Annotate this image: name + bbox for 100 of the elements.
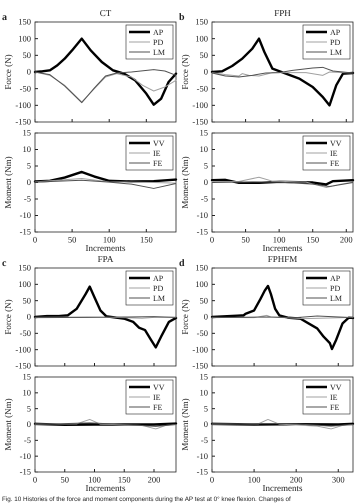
legend-label: VV	[330, 139, 342, 148]
chart-title: CT	[100, 8, 112, 18]
y-tick-label: 0	[26, 177, 31, 188]
y-tick-label: 0	[204, 419, 208, 430]
y-axis-title: Moment (Nm)	[3, 156, 13, 209]
y-tick-label: -50	[196, 328, 208, 338]
y-tick-label: -10	[20, 210, 31, 220]
y-tick-label: 100	[195, 33, 208, 44]
x-tick-label: 100	[88, 474, 101, 485]
legend-label: LM	[153, 48, 165, 57]
y-tick-label: -15	[196, 466, 208, 477]
y-tick-label: -100	[192, 344, 208, 354]
legend-label: FE	[330, 159, 340, 168]
y-tick-label: 100	[18, 33, 31, 44]
x-axis-title: Increments	[262, 483, 303, 493]
line-series	[210, 37, 354, 107]
legend-label: FE	[330, 403, 340, 412]
legend-label: PD	[330, 284, 340, 293]
y-tick-label: -10	[196, 450, 208, 461]
legend-label: PD	[330, 38, 340, 47]
y-tick-label: -150	[15, 116, 31, 127]
legend-label: IE	[330, 149, 338, 158]
y-tick-label: -5	[24, 194, 31, 204]
x-tick-label: 100	[102, 234, 116, 245]
y-tick-label: 10	[200, 144, 208, 154]
text: b	[179, 12, 185, 23]
y-axis-title: Moment (Nm)	[180, 156, 190, 209]
text: a	[2, 12, 7, 23]
y-axis-title: Moment (Nm)	[3, 398, 13, 451]
legend-label: LM	[153, 294, 165, 303]
legend-label: IE	[153, 149, 161, 158]
y-tick-label: -50	[196, 83, 208, 94]
y-tick-label: -15	[20, 226, 31, 237]
legend-label: FE	[153, 403, 162, 412]
y-tick-label: 5	[204, 160, 208, 171]
y-tick-label: -100	[15, 344, 31, 354]
line-series	[34, 170, 178, 183]
y-tick-label: 10	[22, 144, 31, 154]
x-axis-title: Increments	[86, 483, 126, 493]
y-tick-label: 100	[18, 279, 31, 290]
y-tick-label: 150	[18, 16, 31, 27]
chart-title: FPA	[98, 254, 114, 264]
y-tick-label: -50	[20, 83, 31, 94]
y-axis-title: Force (N)	[180, 299, 190, 335]
y-tick-label: -150	[192, 116, 208, 127]
legend-label: AP	[153, 274, 164, 283]
y-tick-label: -50	[20, 328, 31, 338]
legend-label: VV	[330, 383, 342, 392]
y-tick-label: 50	[22, 295, 31, 306]
line-series	[34, 37, 178, 106]
y-tick-label: 10	[22, 388, 31, 398]
y-tick-label: -5	[200, 435, 208, 446]
legend-label: FE	[153, 159, 162, 168]
line-series	[34, 285, 178, 349]
x-tick-label: 50	[68, 234, 76, 245]
y-tick-label: -100	[15, 100, 31, 110]
y-tick-label: 150	[18, 262, 31, 273]
legend-label: PD	[153, 284, 164, 293]
y-tick-label: -150	[15, 360, 31, 371]
y-tick-label: -15	[196, 226, 208, 237]
x-tick-label: 200	[290, 474, 303, 485]
y-tick-label: -5	[200, 194, 208, 204]
legend-label: PD	[153, 38, 164, 47]
y-tick-label: 100	[195, 279, 208, 290]
y-tick-label: -5	[24, 435, 31, 446]
y-tick-label: 50	[200, 50, 208, 60]
x-tick-label: 50	[241, 234, 250, 245]
x-tick-label: 150	[140, 234, 153, 245]
chart-title: FPHFM	[268, 254, 298, 264]
x-tick-label: 300	[332, 474, 345, 485]
y-axis-title: Moment (Nm)	[180, 398, 190, 451]
y-tick-label: 150	[195, 262, 208, 273]
text: d	[179, 258, 185, 269]
y-axis-title: Force (N)	[3, 299, 13, 335]
line-series	[210, 284, 354, 350]
y-tick-label: 10	[200, 388, 208, 398]
x-tick-label: 200	[340, 234, 353, 245]
x-tick-label: 100	[272, 234, 286, 245]
y-tick-label: 15	[200, 128, 208, 138]
legend-label: AP	[153, 28, 164, 37]
y-tick-label: 0	[26, 66, 31, 77]
y-tick-label: 50	[22, 50, 31, 60]
y-tick-label: 15	[22, 372, 31, 382]
y-tick-label: 5	[26, 403, 31, 414]
legend-label: VV	[153, 139, 165, 148]
y-tick-label: 0	[204, 312, 208, 322]
x-tick-label: 100	[248, 474, 260, 485]
y-tick-label: 0	[26, 419, 31, 430]
y-axis-title: Force (N)	[3, 54, 13, 90]
y-tick-label: 50	[200, 295, 208, 306]
line-series	[34, 180, 176, 189]
x-axis-title: Increments	[262, 243, 303, 253]
legend-label: IE	[153, 393, 161, 402]
line-series	[212, 66, 354, 78]
legend-label: IE	[330, 393, 338, 402]
legend-label: VV	[153, 383, 165, 392]
x-tick-label: 200	[148, 474, 160, 485]
legend-label: LM	[330, 294, 342, 303]
y-tick-label: 15	[200, 372, 208, 382]
y-tick-label: 0	[204, 66, 208, 77]
